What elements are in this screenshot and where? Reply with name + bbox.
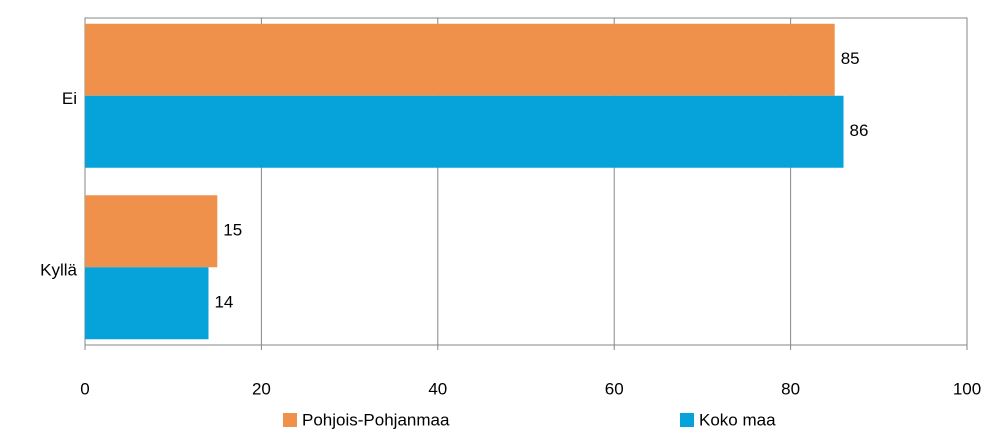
- plot-border: [84, 17, 968, 346]
- bar: [85, 267, 209, 340]
- legend-label: Koko maa: [699, 410, 776, 429]
- data-label: 86: [850, 121, 869, 140]
- x-tick-label: 60: [605, 379, 624, 398]
- x-tick-label: 0: [80, 379, 89, 398]
- legend-label: Pohjois-Pohjanmaa: [302, 410, 450, 429]
- data-label: 15: [223, 221, 242, 240]
- legend-swatch: [283, 413, 297, 427]
- bar: [85, 95, 844, 168]
- y-tick-label: Kyllä: [40, 261, 77, 280]
- x-tick-label: 80: [781, 379, 800, 398]
- x-tick-label: 20: [252, 379, 271, 398]
- data-label: 85: [841, 49, 860, 68]
- bar: [85, 23, 835, 96]
- data-label: 14: [214, 293, 233, 312]
- x-tick-label: 100: [953, 379, 981, 398]
- legend-swatch: [680, 413, 694, 427]
- bar: [85, 195, 218, 268]
- y-tick-label: Ei: [62, 89, 77, 108]
- x-tick-label: 40: [428, 379, 447, 398]
